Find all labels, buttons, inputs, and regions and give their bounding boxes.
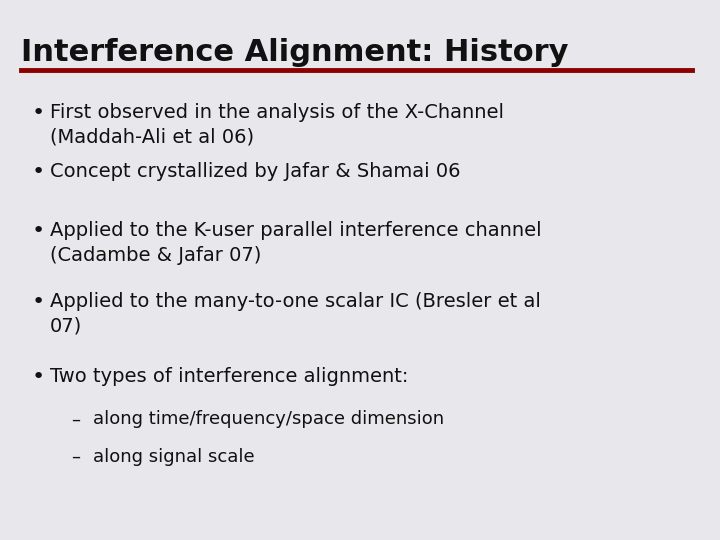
Text: –: –	[71, 410, 81, 428]
Text: •: •	[32, 367, 45, 387]
Text: •: •	[32, 221, 45, 241]
Text: Two types of interference alignment:: Two types of interference alignment:	[50, 367, 408, 386]
Text: along signal scale: along signal scale	[93, 448, 254, 466]
Text: •: •	[32, 162, 45, 182]
Text: First observed in the analysis of the X-Channel
(Maddah-Ali et al 06): First observed in the analysis of the X-…	[50, 103, 504, 146]
Text: Concept crystallized by Jafar & Shamai 06: Concept crystallized by Jafar & Shamai 0…	[50, 162, 461, 181]
Text: Interference Alignment: History: Interference Alignment: History	[22, 38, 569, 67]
Text: Applied to the K-user parallel interference channel
(Cadambe & Jafar 07): Applied to the K-user parallel interfere…	[50, 221, 541, 265]
Text: along time/frequency/space dimension: along time/frequency/space dimension	[93, 410, 444, 428]
Text: •: •	[32, 103, 45, 123]
Text: –: –	[71, 448, 81, 466]
Text: Applied to the many-to-one scalar IC (Bresler et al
07): Applied to the many-to-one scalar IC (Br…	[50, 292, 541, 335]
Text: •: •	[32, 292, 45, 312]
